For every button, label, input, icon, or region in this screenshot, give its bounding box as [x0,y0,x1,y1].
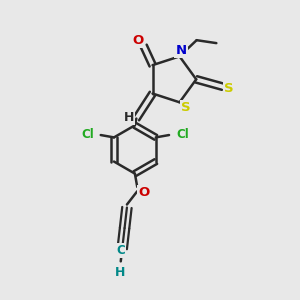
Text: S: S [224,82,233,95]
Text: S: S [181,101,191,114]
Text: O: O [133,34,144,47]
Text: H: H [124,111,134,124]
Text: Cl: Cl [176,128,189,141]
Text: N: N [176,44,187,57]
Text: C: C [116,244,125,257]
Text: O: O [138,186,149,199]
Text: Cl: Cl [81,128,94,141]
Text: H: H [115,266,125,279]
